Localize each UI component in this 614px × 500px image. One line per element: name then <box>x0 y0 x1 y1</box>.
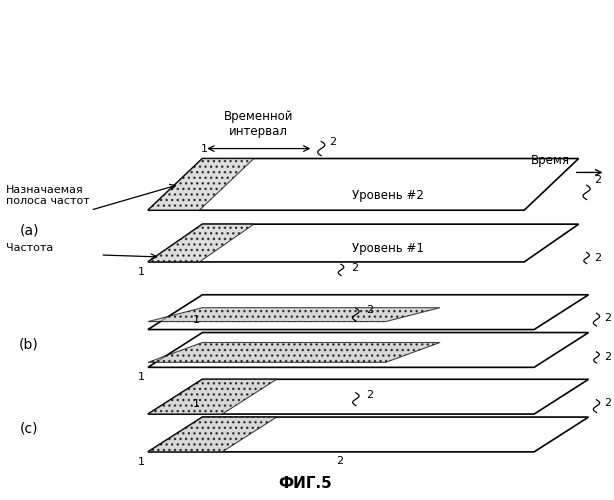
Text: 1: 1 <box>138 267 145 277</box>
Text: 1: 1 <box>192 399 200 409</box>
Text: Временной
интервал: Временной интервал <box>224 110 293 138</box>
Text: ФИГ.5: ФИГ.5 <box>279 476 332 490</box>
Text: Назначаемая
полоса частот: Назначаемая полоса частот <box>6 184 90 206</box>
Text: 2: 2 <box>366 304 373 314</box>
Polygon shape <box>148 294 589 330</box>
Text: Уровень #2: Уровень #2 <box>352 189 424 202</box>
Text: 1: 1 <box>201 144 208 154</box>
Polygon shape <box>148 380 277 414</box>
Text: (b): (b) <box>19 338 39 351</box>
Polygon shape <box>148 224 254 262</box>
Text: 2: 2 <box>604 398 612 408</box>
Text: 2: 2 <box>351 263 358 273</box>
Text: 2: 2 <box>336 456 343 466</box>
Text: 1: 1 <box>192 314 200 324</box>
Text: 2: 2 <box>604 352 612 362</box>
Polygon shape <box>148 158 254 210</box>
Polygon shape <box>148 380 589 414</box>
Polygon shape <box>148 417 277 452</box>
Polygon shape <box>148 342 440 362</box>
Text: (c): (c) <box>20 422 38 436</box>
Polygon shape <box>148 417 589 452</box>
Polygon shape <box>148 332 589 368</box>
Text: 1: 1 <box>138 457 145 467</box>
Polygon shape <box>148 224 578 262</box>
Text: Уровень #1: Уровень #1 <box>352 242 424 254</box>
Text: (a): (a) <box>20 223 39 237</box>
Text: 2: 2 <box>366 390 373 400</box>
Polygon shape <box>148 158 578 210</box>
Text: 2: 2 <box>604 312 612 322</box>
Text: 2: 2 <box>594 176 602 186</box>
Text: 2: 2 <box>329 136 336 146</box>
Text: 2: 2 <box>594 253 602 263</box>
Polygon shape <box>148 308 440 322</box>
Text: Частота: Частота <box>6 243 53 253</box>
Text: 1: 1 <box>138 372 145 382</box>
Text: Время: Время <box>530 154 570 168</box>
